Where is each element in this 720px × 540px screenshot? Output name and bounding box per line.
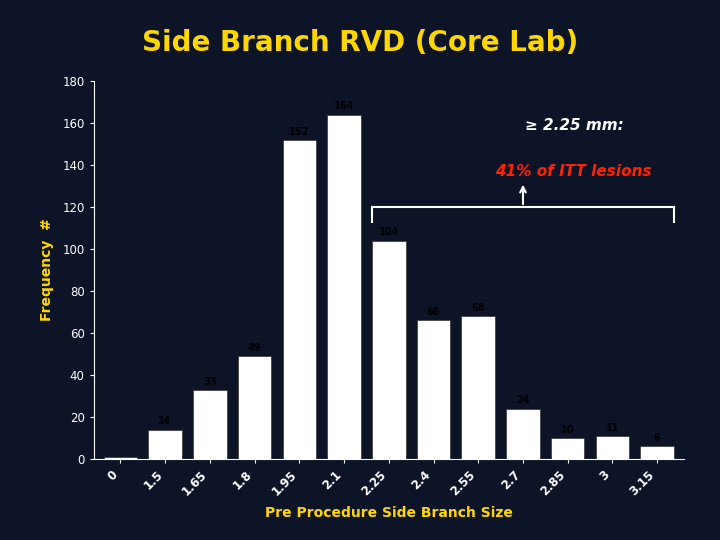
Text: 66: 66: [427, 307, 440, 317]
Text: 152: 152: [289, 127, 310, 137]
Text: 164: 164: [334, 102, 354, 111]
Text: 6: 6: [654, 433, 660, 443]
Bar: [640, 447, 674, 459]
Y-axis label: Frequency  #: Frequency #: [40, 219, 54, 321]
Bar: [328, 114, 361, 459]
Bar: [193, 390, 227, 459]
Bar: [417, 320, 450, 459]
Text: 68: 68: [472, 303, 485, 313]
Bar: [506, 409, 540, 459]
Bar: [462, 316, 495, 459]
Text: 41% of ITT lesions: 41% of ITT lesions: [495, 164, 652, 179]
Text: 33: 33: [203, 376, 217, 387]
Bar: [238, 356, 271, 459]
Bar: [148, 430, 182, 459]
Bar: [372, 241, 405, 459]
Text: 104: 104: [379, 227, 399, 238]
Text: ≥ 2.25 mm:: ≥ 2.25 mm:: [525, 118, 624, 133]
Text: 11: 11: [606, 423, 619, 433]
Text: 24: 24: [516, 395, 530, 406]
X-axis label: Pre Procedure Side Branch Size: Pre Procedure Side Branch Size: [265, 506, 513, 520]
Text: 14: 14: [158, 416, 172, 427]
Text: Side Branch RVD (Core Lab): Side Branch RVD (Core Lab): [142, 29, 578, 57]
Bar: [104, 457, 138, 459]
Bar: [595, 436, 629, 459]
Text: 49: 49: [248, 343, 261, 353]
Text: 10: 10: [561, 425, 575, 435]
Bar: [282, 140, 316, 459]
Bar: [551, 438, 585, 459]
